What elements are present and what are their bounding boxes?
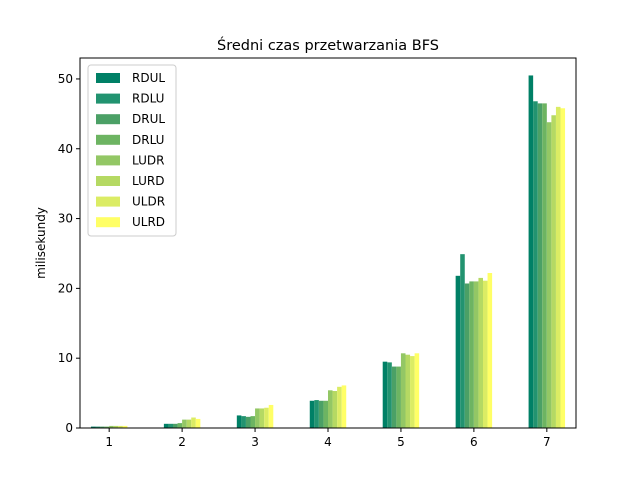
y-tick-label: 20: [58, 281, 73, 295]
legend-label-ulrd: ULRD: [132, 215, 165, 229]
bars-group: [90, 75, 566, 429]
legend-swatch-rdul: [96, 73, 120, 83]
legend-swatch-ludr: [96, 155, 120, 166]
legend-swatch-uldr: [96, 196, 120, 207]
x-tick-label: 1: [105, 435, 113, 449]
bar-drul-4: [318, 400, 324, 428]
bar-uldr-7: [555, 106, 561, 429]
bar-drlu-3: [250, 416, 256, 428]
bar-uldr-1: [118, 425, 123, 428]
bar-ludr-5: [400, 353, 406, 428]
legend-swatch-drul: [96, 114, 120, 125]
bar-rdul-2: [163, 423, 169, 428]
bar-lurd-2: [186, 419, 192, 428]
bar-rdlu-2: [168, 423, 173, 428]
x-tick-label: 3: [251, 435, 259, 449]
bar-drul-1: [100, 426, 105, 428]
x-tick-label: 5: [397, 435, 405, 449]
bar-ulrd-1: [122, 425, 128, 428]
x-tick-label: 6: [470, 435, 478, 449]
y-tick-label: 0: [65, 421, 73, 435]
bar-drlu-4: [323, 400, 328, 428]
x-tick-label: 4: [324, 435, 332, 449]
bar-lurd-5: [405, 354, 411, 428]
bar-ulrd-3: [268, 404, 274, 428]
bar-ludr-6: [473, 281, 479, 428]
bar-rdul-7: [528, 75, 534, 429]
bar-rdlu-1: [95, 426, 101, 428]
legend-label-ludr: LUDR: [132, 153, 164, 167]
bar-drlu-1: [104, 426, 110, 428]
bar-drul-5: [391, 366, 397, 428]
legend-label-drul: DRUL: [132, 112, 165, 126]
bar-rdul-3: [236, 415, 242, 428]
bar-uldr-2: [191, 417, 196, 428]
bar-uldr-6: [483, 280, 488, 428]
legend: RDUL RDLU DRUL DRLU LUDR LURD ULDR ULRD: [87, 64, 177, 237]
bar-lurd-7: [551, 115, 556, 428]
x-tick-label: 7: [543, 435, 551, 449]
bar-ulrd-7: [560, 108, 566, 428]
legend-label-rdlu: RDLU: [132, 92, 164, 106]
bar-drul-2: [173, 423, 178, 428]
bar-rdlu-5: [387, 362, 392, 428]
bar-drlu-5: [396, 366, 401, 428]
y-tick-label: 40: [58, 142, 73, 156]
legend-swatch-drlu: [96, 134, 120, 145]
bar-rdlu-4: [314, 400, 319, 428]
bar-uldr-5: [410, 356, 415, 428]
bar-rdlu-7: [533, 101, 538, 428]
x-axis: 1 2 3 4 5 6 7: [105, 428, 551, 449]
legend-frame: [87, 64, 177, 237]
bar-ulrd-5: [414, 353, 420, 428]
bar-uldr-3: [264, 407, 269, 428]
bar-drul-3: [245, 416, 251, 428]
y-axis-label: milisekundy: [34, 207, 48, 279]
bar-rdul-4: [309, 400, 315, 428]
bar-rdlu-3: [241, 416, 246, 428]
legend-label-lurd: LURD: [132, 174, 164, 188]
bar-lurd-1: [113, 425, 119, 428]
bar-rdlu-6: [460, 254, 465, 428]
bar-ulrd-6: [487, 273, 493, 428]
bar-ludr-4: [328, 390, 333, 428]
y-tick-label: 30: [58, 212, 73, 226]
legend-label-drlu: DRLU: [132, 133, 164, 147]
bar-drlu-2: [177, 423, 183, 428]
y-tick-label: 50: [58, 72, 73, 86]
chart-title: Średni czas przetwarzania BFS: [217, 36, 439, 54]
legend-label-uldr: ULDR: [132, 195, 165, 209]
bar-rdul-6: [455, 275, 461, 428]
legend-swatch-lurd: [96, 176, 120, 186]
bar-drul-6: [464, 283, 470, 428]
bar-ludr-1: [109, 425, 114, 428]
y-tick-label: 10: [58, 351, 73, 365]
bar-ludr-2: [182, 419, 187, 428]
bar-lurd-3: [259, 408, 265, 428]
y-axis: 0 10 20 30 40 50: [58, 72, 80, 435]
x-tick-label: 2: [178, 435, 186, 449]
bar-drlu-6: [469, 281, 474, 428]
bar-ludr-7: [546, 122, 552, 429]
bar-rdul-1: [90, 426, 96, 428]
legend-label-rdul: RDUL: [132, 71, 165, 85]
bar-ulrd-4: [341, 385, 347, 428]
legend-swatch-rdlu: [96, 93, 120, 104]
bar-ulrd-2: [195, 418, 201, 428]
bar-drlu-7: [542, 103, 547, 429]
bar-ludr-3: [255, 408, 260, 428]
bar-rdul-5: [382, 361, 388, 428]
bar-lurd-6: [478, 277, 483, 428]
bar-drul-7: [537, 103, 543, 429]
bar-uldr-4: [337, 386, 342, 428]
legend-swatch-ulrd: [96, 217, 120, 228]
bar-lurd-4: [332, 391, 338, 428]
